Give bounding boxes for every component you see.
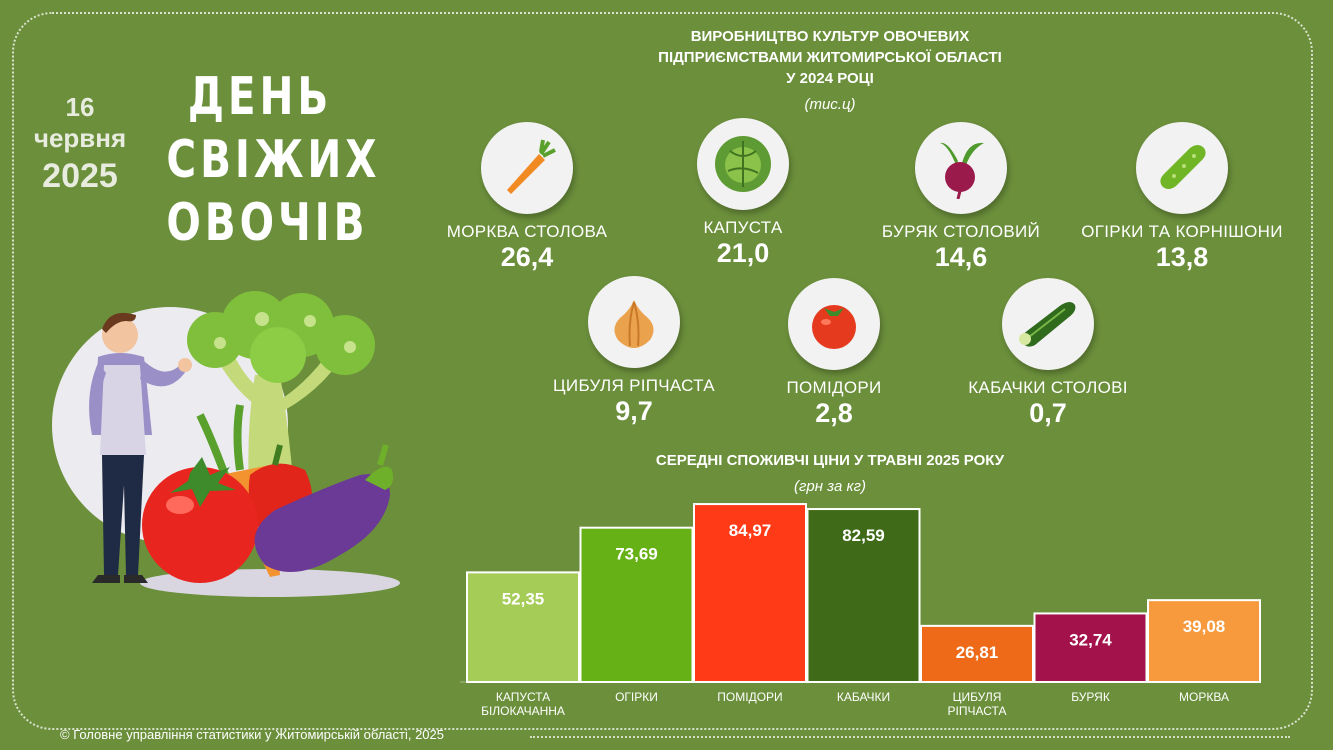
production-item-value: 26,4 <box>500 242 554 272</box>
bar-category-label: БІЛОКАЧАННА <box>481 704 565 718</box>
bar-value-label: 26,81 <box>956 643 999 662</box>
production-item-carrot: МОРКВА СТОЛОВА 26,4 <box>407 122 647 272</box>
bar-category-label: КАБАЧКИ <box>837 690 890 704</box>
bar-6 <box>1147 599 1261 683</box>
production-item-name: ЦИБУЛЯ РІПЧАСТА <box>553 376 715 395</box>
bar-5 <box>1033 612 1148 683</box>
production-title: ВИРОБНИЦТВО КУЛЬТУР ОВОЧЕВИХ ПІДПРИЄМСТВ… <box>560 26 1100 89</box>
title-line-1: ДЕНЬ <box>187 67 333 127</box>
tomato-icon <box>142 457 258 583</box>
bar-value-label: 32,74 <box>1069 630 1112 649</box>
bar-category-label: МОРКВА <box>1179 690 1229 704</box>
production-item-onion: ЦИБУЛЯ РІПЧАСТА 9,7 <box>514 276 754 426</box>
beet-icon <box>940 142 984 199</box>
bar-category-label: ПОМІДОРИ <box>717 690 782 704</box>
bar-0 <box>466 571 580 683</box>
production-item-value: 2,8 <box>815 398 853 428</box>
bar-3 <box>806 508 921 683</box>
production-title-line-1: ВИРОБНИЦТВО КУЛЬТУР ОВОЧЕВИХ <box>690 28 970 45</box>
bar-value-label: 52,35 <box>502 589 545 608</box>
footer-divider <box>530 736 1290 738</box>
cabbage-icon <box>715 136 771 192</box>
production-item-name: МОРКВА СТОЛОВА <box>446 222 608 241</box>
production-item-value: 9,7 <box>615 396 653 426</box>
man-figure <box>89 312 192 583</box>
cucumber-circle <box>1136 122 1228 214</box>
production-item-value: 14,6 <box>934 242 988 272</box>
production-unit: (тис.ц) <box>804 96 856 113</box>
production-item-value: 13,8 <box>1155 242 1209 272</box>
title-line-3: ОВОЧІВ <box>166 193 369 253</box>
production-item-beet: БУРЯК СТОЛОВИЙ 14,6 <box>841 122 1081 272</box>
production-title-line-2: ПІДПРИЄМСТВАМИ ЖИТОМИРСЬКОЇ ОБЛАСТІ <box>658 49 1002 66</box>
cucumber-icon <box>1160 145 1206 189</box>
date-block: 16 червня 2025 <box>30 92 130 198</box>
production-item-name: ПОМІДОРИ <box>786 378 882 397</box>
prices-title: СЕРЕДНІ СПОЖИВЧІ ЦІНИ У ТРАВНІ 2025 РОКУ <box>655 452 1005 469</box>
title-line-2: СВІЖИХ <box>166 130 381 190</box>
page-title: ДЕНЬ СВІЖИХ ОВОЧІВ <box>166 66 381 255</box>
date-month: червня <box>33 123 127 153</box>
bar-category-label: БУРЯК <box>1071 690 1110 704</box>
cabbage-circle <box>697 118 789 210</box>
carrot-circle <box>481 122 573 214</box>
bar-value-label: 84,97 <box>729 521 772 540</box>
production-item-name: КАБАЧКИ СТОЛОВІ <box>968 378 1128 397</box>
production-title-line-3: У 2024 РОЦІ <box>786 70 874 87</box>
date-year: 2025 <box>42 157 118 195</box>
production-item-name: КАПУСТА <box>703 218 783 237</box>
prices-unit: (грн за кг) <box>794 478 866 495</box>
production-item-tomato: ПОМІДОРИ 2,8 <box>714 278 954 428</box>
zucchini-icon <box>1019 302 1076 347</box>
production-item-name: БУРЯК СТОЛОВИЙ <box>881 222 1041 241</box>
production-item-value: 0,7 <box>1029 398 1067 428</box>
production-item-zucchini: КАБАЧКИ СТОЛОВІ 0,7 <box>928 278 1168 428</box>
bar-category-label: ЦИБУЛЯ <box>953 690 1002 704</box>
bar-category-label: КАПУСТА <box>496 690 550 704</box>
footer-copyright: © Головне управління статистики у Житоми… <box>60 727 444 742</box>
vegetables-illustration <box>52 291 400 597</box>
onion-circle <box>588 276 680 368</box>
tomato-circle <box>788 278 880 370</box>
dotted-frame <box>12 12 1313 730</box>
eggplant-icon <box>254 444 394 573</box>
onion-icon <box>614 300 654 348</box>
bar-value-label: 82,59 <box>842 526 885 545</box>
bar-value-label: 39,08 <box>1183 617 1226 636</box>
beet-circle <box>915 122 1007 214</box>
carrot-icon <box>507 139 556 194</box>
tomato-icon <box>812 305 856 349</box>
date-day: 16 <box>65 92 95 122</box>
broccoli-icon <box>187 291 375 505</box>
bar-category-label: РІПЧАСТА <box>948 704 1007 718</box>
zucchini-circle <box>1002 278 1094 370</box>
bar-1 <box>579 526 694 684</box>
bar-2 <box>693 503 807 684</box>
production-item-name: ОГІРКИ ТА КОРНІШОНИ <box>1081 222 1283 241</box>
bar-value-label: 73,69 <box>615 545 658 564</box>
production-item-value: 21,0 <box>716 238 770 268</box>
production-item-cucumber: ОГІРКИ ТА КОРНІШОНИ 13,8 <box>1062 122 1302 272</box>
production-item-cabbage: КАПУСТА 21,0 <box>623 118 863 268</box>
bar-category-label: ОГІРКИ <box>615 690 658 704</box>
bar-4 <box>920 624 1034 683</box>
